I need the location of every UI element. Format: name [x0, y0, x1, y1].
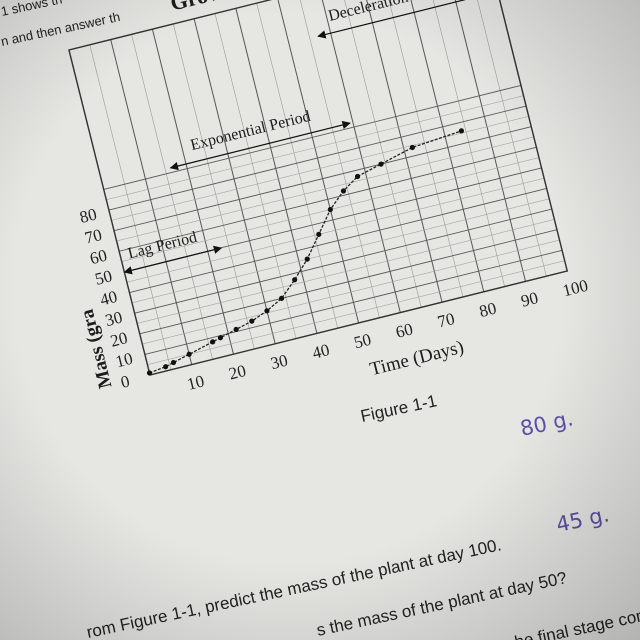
grid-line-vertical [151, 29, 234, 355]
period-arrow [317, 0, 499, 39]
grid-line-vertical [89, 44, 172, 370]
y-tick-label: 40 [98, 287, 119, 310]
data-point [378, 161, 384, 167]
data-point [146, 370, 153, 376]
data-point [233, 326, 239, 333]
grid-line-vertical [110, 39, 193, 365]
x-tick-label: 80 [477, 299, 498, 322]
grid-frame [68, 0, 569, 376]
grid-line-vertical [214, 13, 297, 339]
period-arrow [169, 120, 351, 171]
y-tick-label: 80 [78, 204, 99, 227]
grid-line-horizontal [137, 219, 555, 324]
data-point [163, 364, 169, 370]
grid-line-vertical [318, 0, 401, 313]
grid-line-horizontal [134, 208, 552, 314]
y-tick-label: 20 [108, 328, 129, 351]
y-tick-label: 10 [114, 349, 135, 372]
y-tick-label: 50 [93, 266, 114, 289]
data-point [458, 128, 465, 134]
y-tick-label: 60 [88, 246, 109, 269]
grid-line-horizontal [116, 136, 534, 242]
grid-line-horizontal [139, 229, 558, 335]
x-tick-label: 60 [394, 319, 415, 342]
grid-line-vertical [235, 8, 318, 334]
grid-line-vertical [172, 23, 255, 350]
data-point [264, 308, 270, 314]
x-tick-label: 70 [436, 309, 457, 332]
grid-line-horizontal [147, 260, 565, 365]
data-point [327, 206, 333, 213]
data-point [292, 277, 298, 283]
data-point [186, 351, 192, 357]
grid-line-horizontal [131, 198, 550, 304]
data-point [316, 231, 322, 237]
x-tick-label: 50 [352, 330, 373, 353]
grid-line-vertical [193, 18, 276, 344]
y-tick-label: 30 [103, 308, 124, 331]
data-point [249, 318, 255, 324]
data-point [409, 144, 415, 151]
grid-line-horizontal [113, 126, 532, 232]
grid-line-horizontal [142, 239, 560, 345]
period-arrow [123, 245, 223, 275]
x-tick-label: 40 [310, 340, 331, 363]
x-tick-label: 30 [269, 351, 290, 374]
y-tick-label: 70 [83, 225, 104, 248]
grid-line-horizontal [129, 188, 547, 293]
growth-data-points [146, 128, 465, 376]
data-point [354, 173, 361, 180]
data-point [170, 359, 177, 366]
x-tick-label: 10 [185, 371, 206, 394]
x-tick-label: 90 [519, 288, 540, 311]
grid-line-horizontal [144, 249, 563, 355]
data-point [340, 188, 347, 194]
data-point [304, 256, 310, 262]
x-tick-label: 20 [227, 361, 248, 384]
data-point [278, 295, 285, 301]
grid-line-horizontal [119, 146, 537, 252]
grid-line-vertical [131, 34, 213, 360]
data-point [217, 335, 224, 341]
data-point [210, 339, 216, 345]
